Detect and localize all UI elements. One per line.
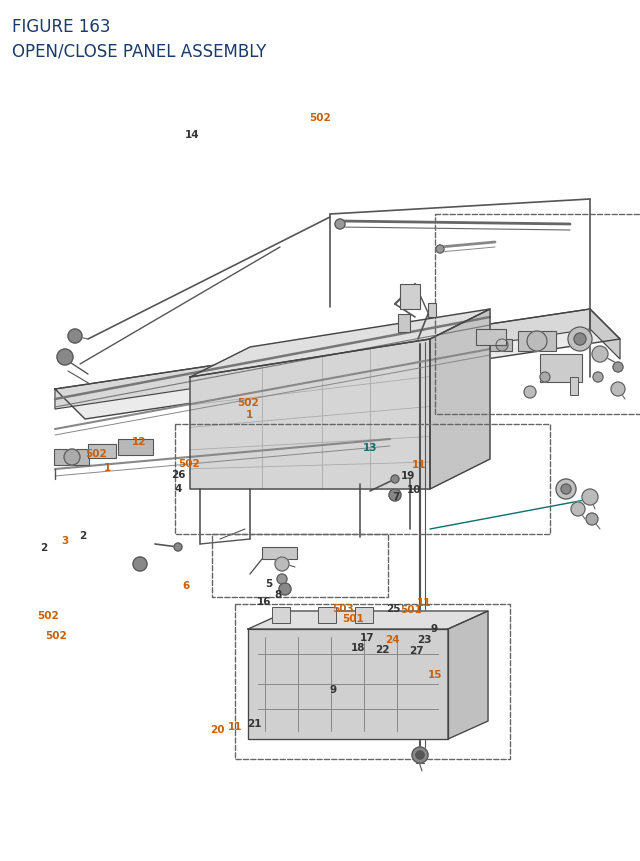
Circle shape [582, 489, 598, 505]
Circle shape [524, 387, 536, 399]
Text: 24: 24 [385, 635, 399, 645]
Bar [570, 378, 578, 395]
Text: 5: 5 [265, 578, 273, 588]
Text: 26: 26 [171, 469, 185, 480]
Circle shape [174, 543, 182, 551]
Bar [355, 607, 373, 623]
Polygon shape [430, 310, 490, 489]
Text: 501: 501 [342, 613, 364, 623]
Circle shape [613, 362, 623, 373]
Text: 501: 501 [401, 604, 422, 615]
Polygon shape [190, 310, 490, 378]
Circle shape [592, 347, 608, 362]
Circle shape [335, 220, 345, 230]
Text: 18: 18 [351, 642, 365, 653]
Text: 11: 11 [228, 721, 243, 731]
Text: OPEN/CLOSE PANEL ASSEMBLY: OPEN/CLOSE PANEL ASSEMBLY [12, 42, 266, 60]
Circle shape [277, 574, 287, 585]
Text: 10: 10 [407, 484, 421, 494]
Bar [490, 339, 512, 351]
Text: 27: 27 [409, 645, 423, 655]
Circle shape [586, 513, 598, 525]
Polygon shape [248, 629, 448, 739]
Text: 502: 502 [237, 398, 259, 408]
Text: 11: 11 [412, 460, 426, 470]
Text: 4: 4 [174, 483, 182, 493]
Polygon shape [248, 611, 488, 629]
Circle shape [389, 489, 401, 501]
Text: 15: 15 [428, 669, 442, 679]
Text: 8: 8 [275, 589, 282, 599]
Text: 502: 502 [37, 610, 59, 621]
Bar [400, 285, 420, 310]
Text: 502: 502 [179, 458, 200, 468]
Text: 25: 25 [387, 603, 401, 613]
Text: 1: 1 [104, 462, 111, 473]
Bar [54, 449, 89, 466]
Circle shape [275, 557, 289, 572]
Text: 16: 16 [257, 596, 271, 606]
Text: 20: 20 [211, 724, 225, 734]
Text: 23: 23 [417, 634, 431, 644]
Bar [518, 331, 556, 351]
Text: 502: 502 [45, 630, 67, 641]
Text: 6: 6 [182, 580, 189, 591]
Circle shape [527, 331, 547, 351]
Bar [262, 548, 297, 560]
Polygon shape [590, 310, 620, 360]
Text: 503: 503 [332, 603, 354, 613]
Polygon shape [448, 611, 488, 739]
Circle shape [561, 485, 571, 494]
Bar [428, 304, 436, 318]
Text: 3: 3 [61, 536, 69, 546]
Circle shape [571, 503, 585, 517]
Text: 502: 502 [85, 449, 107, 459]
Text: 11: 11 [417, 598, 431, 608]
Circle shape [133, 557, 147, 572]
Circle shape [391, 475, 399, 483]
Circle shape [556, 480, 576, 499]
Text: 22: 22 [376, 644, 390, 654]
Circle shape [64, 449, 80, 466]
Text: 9: 9 [329, 684, 337, 694]
Text: 7: 7 [392, 491, 399, 501]
Bar [476, 330, 506, 345]
Bar [398, 314, 410, 332]
Text: 19: 19 [401, 470, 415, 480]
Polygon shape [55, 310, 620, 419]
Circle shape [57, 350, 73, 366]
Circle shape [611, 382, 625, 397]
Circle shape [540, 373, 550, 382]
Bar [88, 444, 116, 458]
Text: 502: 502 [309, 113, 331, 123]
Circle shape [496, 339, 508, 351]
Circle shape [412, 747, 428, 763]
Circle shape [574, 333, 586, 345]
Bar [272, 607, 290, 623]
Text: 2: 2 [79, 530, 87, 541]
Text: 9: 9 [430, 623, 438, 634]
Text: FIGURE 163: FIGURE 163 [12, 18, 111, 36]
Polygon shape [190, 339, 430, 489]
Bar [118, 439, 153, 455]
Bar [540, 355, 582, 382]
Text: 21: 21 [248, 718, 262, 728]
Text: 13: 13 [363, 443, 377, 453]
Circle shape [68, 330, 82, 344]
Circle shape [279, 583, 291, 595]
Circle shape [593, 373, 603, 382]
Circle shape [568, 328, 592, 351]
Text: 2: 2 [40, 542, 47, 553]
Circle shape [436, 245, 444, 254]
Bar [318, 607, 336, 623]
Circle shape [416, 751, 424, 759]
Text: 17: 17 [360, 632, 374, 642]
Text: 14: 14 [185, 130, 199, 140]
Text: 12: 12 [132, 437, 147, 447]
Polygon shape [55, 310, 590, 410]
Text: 1: 1 [246, 410, 253, 420]
